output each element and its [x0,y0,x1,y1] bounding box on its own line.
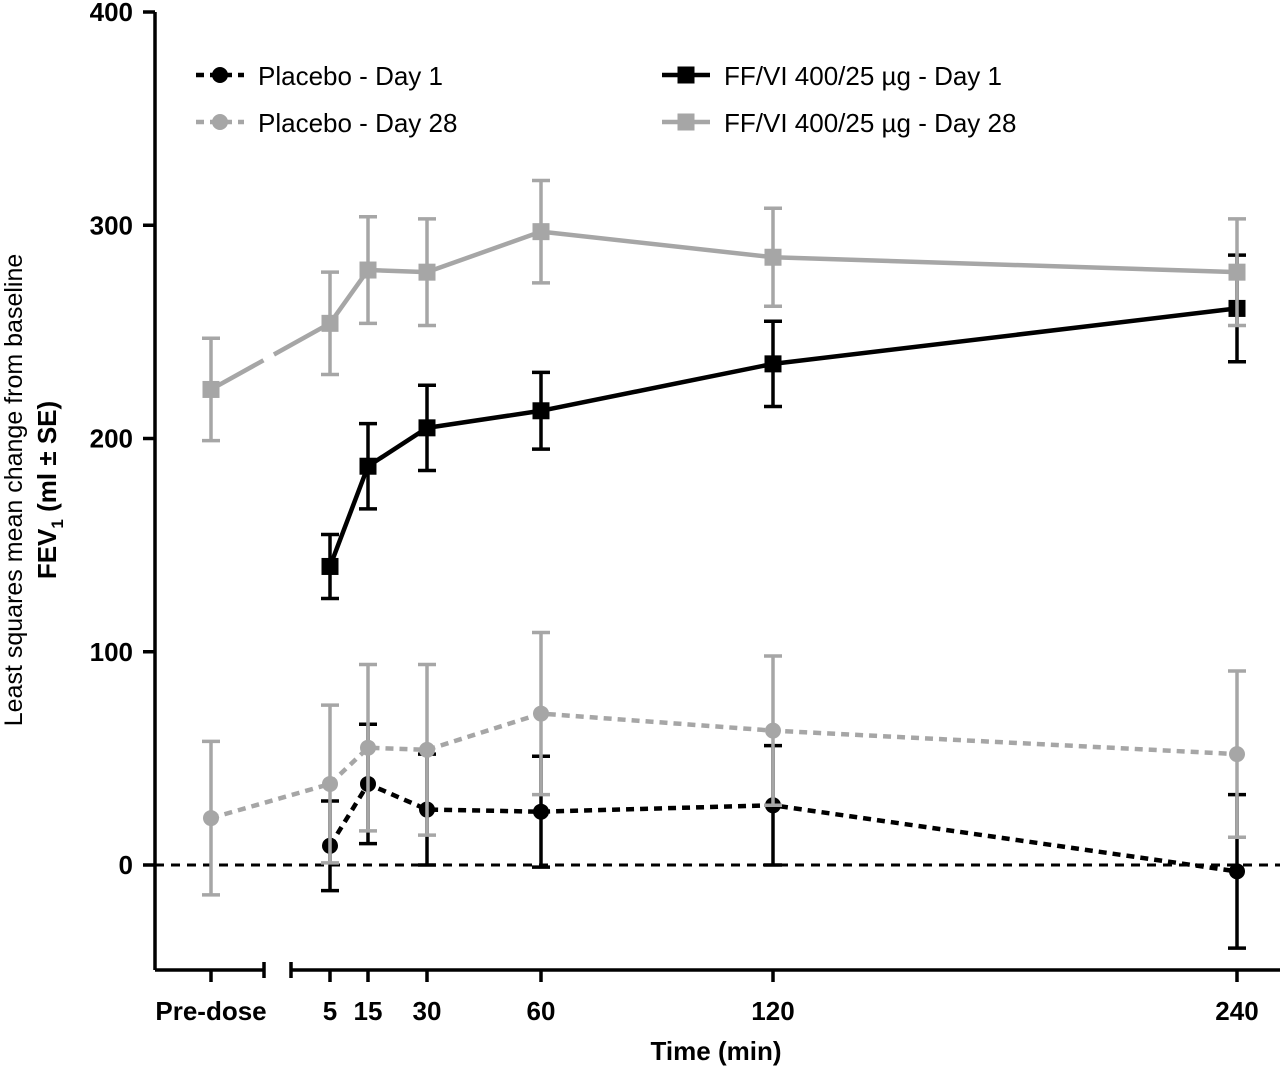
data-point [418,263,436,281]
y-axis-title-line1: Least squares mean change from baseline [0,254,28,727]
y-axis-title-fev: FEV [32,528,62,579]
x-tick-label: 15 [354,996,383,1026]
legend-marker [677,66,695,84]
legend-item-4: FF/VI 400/25 µg - Day 28 [662,108,1016,138]
x-axis-title: Time (min) [651,1036,782,1066]
data-point [419,741,435,758]
legend-marker [212,67,228,83]
data-point [321,314,339,332]
legend-label: FF/VI 400/25 µg - Day 28 [724,108,1016,138]
data-point [418,419,436,437]
data-point [1229,863,1245,880]
series-line [328,711,1238,786]
series-line [327,306,1238,568]
legend-label: FF/VI 400/25 µg - Day 1 [724,61,1002,91]
y-axis-title-line2: FEV1 (ml ± SE) [32,401,67,579]
series-4 [202,178,1246,443]
legend-label: Placebo - Day 1 [258,61,443,91]
data-point [533,705,549,722]
data-point [360,739,376,756]
y-tick-label: 100 [90,637,133,667]
data-point [202,380,220,398]
data-point [321,557,339,575]
data-point [203,810,219,827]
series-1 [321,722,1246,950]
x-tick-label: 5 [323,996,337,1026]
axes: 0 100 200 300 400 Pre-dose 5 15 30 60 120 240 [90,0,1280,1026]
legend: Placebo - Day 1 Placebo - Day 28 FF/VI 400… [196,61,1016,138]
series-line [328,781,1238,874]
y-tick-label: 300 [90,210,133,240]
series-3 [321,253,1246,601]
data-point [1228,263,1246,281]
y-axis-title-2: FEV1 (ml ± SE) [32,401,67,579]
legend-item-1: Placebo - Day 1 [196,61,443,91]
data-point [322,775,338,792]
legend-label: Placebo - Day 28 [258,108,457,138]
x-tick-label: 60 [527,996,556,1026]
series-line-segment [210,781,331,821]
data-point [532,223,550,241]
data-point [359,261,377,279]
legend-marker [677,113,695,131]
data-point [764,248,782,266]
data-point [1229,746,1245,763]
legend-item-2: Placebo - Day 28 [196,108,457,138]
y-axis-title-rest: (ml ± SE) [32,401,62,519]
data-point [765,722,781,739]
series-line-segment [209,321,332,392]
legend-item-3: FF/VI 400/25 µg - Day 1 [662,61,1002,91]
series-layer [202,178,1246,950]
x-tick-label: Pre-dose [155,996,266,1026]
series-line [328,229,1238,325]
y-tick-label: 0 [119,850,133,880]
x-tick-label: 30 [413,996,442,1026]
y-axis-title-sub: 1 [48,519,67,528]
y-tick-label: 400 [90,0,133,27]
data-point [532,402,550,420]
y-tick-label: 200 [90,424,133,454]
series-2 [202,630,1246,897]
data-point [533,803,549,820]
legend-marker [212,114,228,130]
data-point [764,355,782,373]
y-axis-title: Least squares mean change from baseline [0,254,28,727]
x-tick-label: 240 [1215,996,1258,1026]
data-point [359,457,377,475]
x-tick-label: 120 [751,996,794,1026]
